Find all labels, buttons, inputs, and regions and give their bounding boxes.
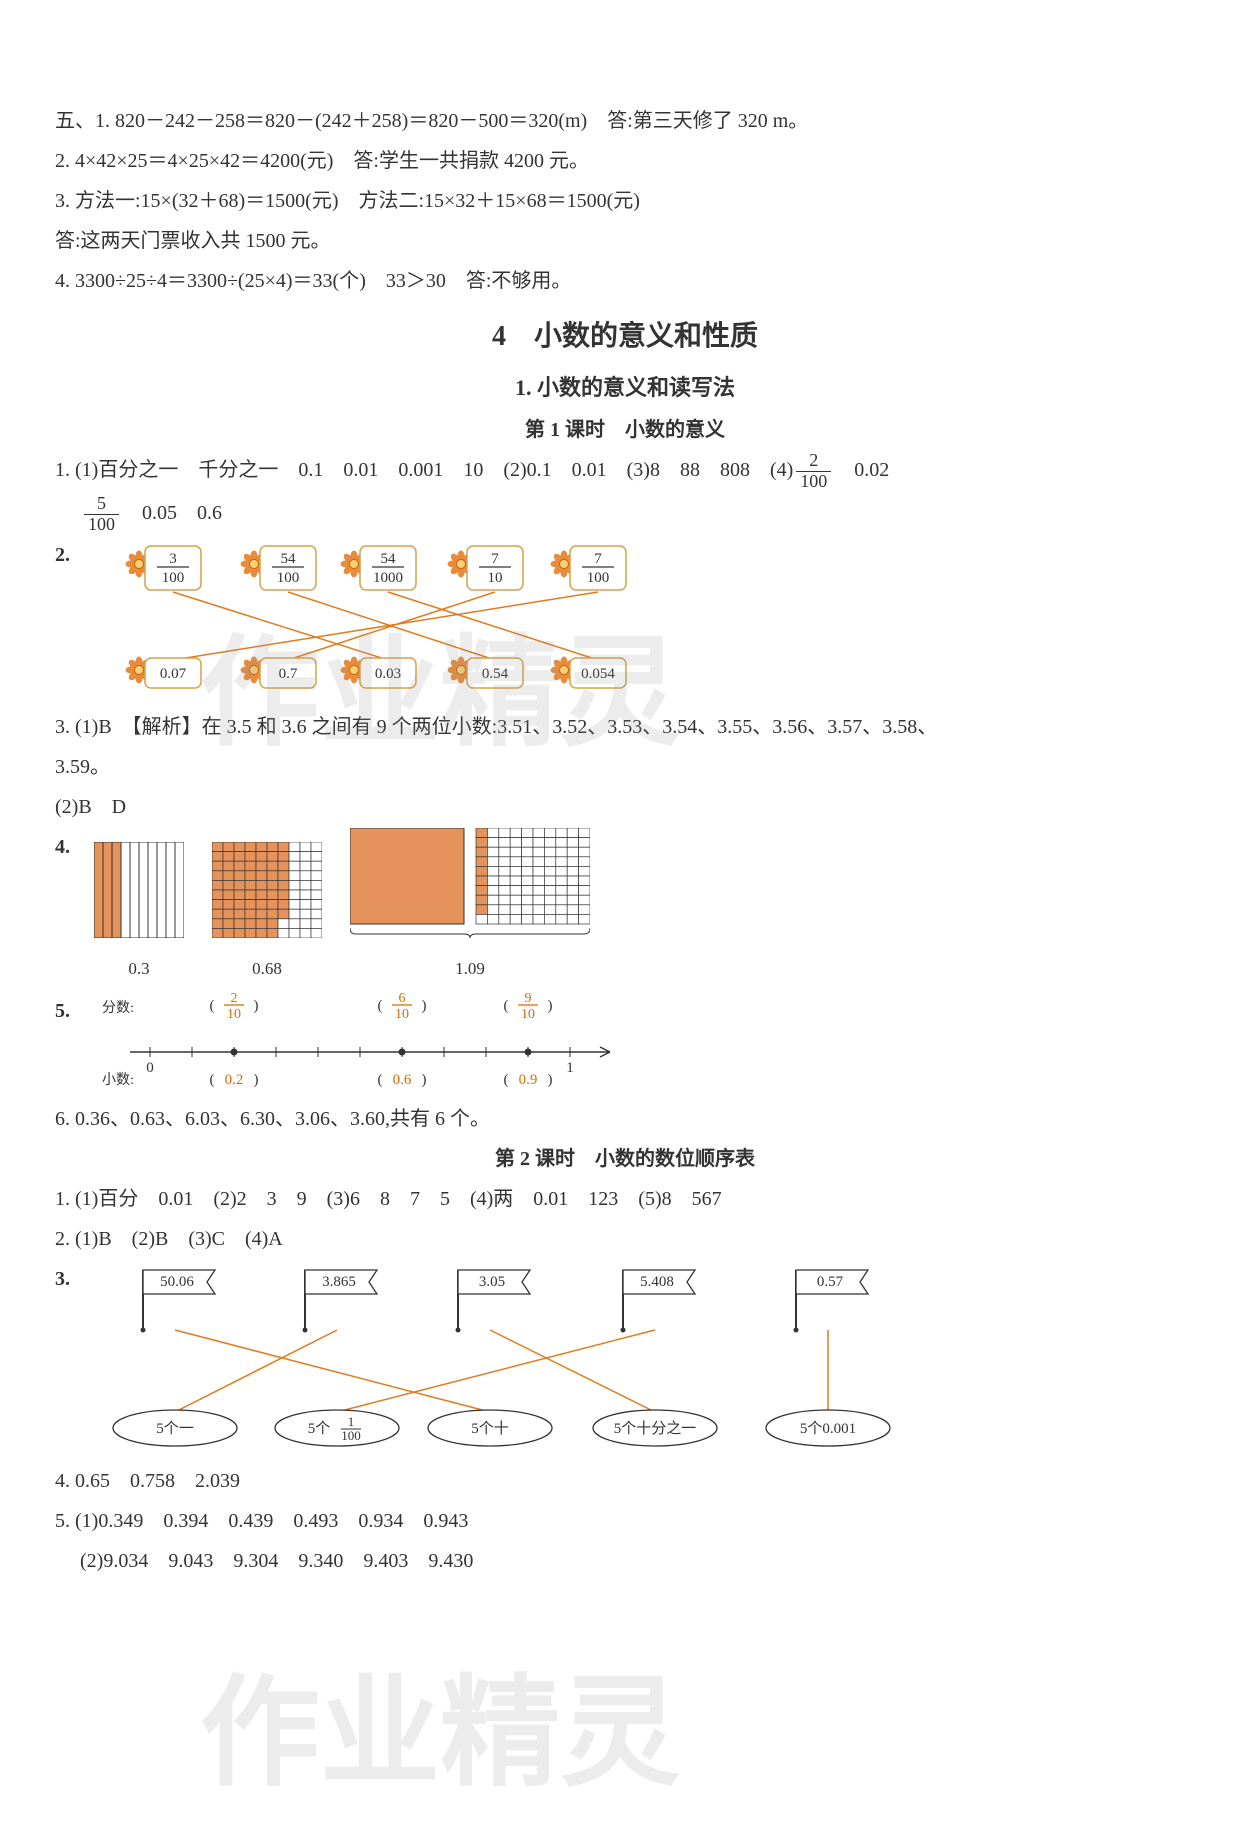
lesson2-title: 第 2 课时 小数的数位顺序表 [55, 1140, 1195, 1178]
q1-frac1: 2100 [796, 451, 831, 492]
svg-text:1: 1 [566, 1060, 574, 1076]
l2-q3-container: 3. 50.06 3.865 3.05 5.408 0.57 5个一 5个 1100 5个十 5个… [55, 1260, 1195, 1460]
svg-text:10: 10 [488, 570, 503, 586]
svg-text:): ) [254, 998, 259, 1014]
svg-text:5个十: 5个十 [471, 1420, 509, 1437]
svg-text:5个十分之一: 5个十分之一 [614, 1420, 697, 1437]
svg-text:0.54: 0.54 [482, 666, 509, 682]
l2-q5b: (2)9.034 9.043 9.304 9.340 9.403 9.430 [55, 1542, 1195, 1580]
sec5-line3b: 答:这两天门票收入共 1500 元。 [55, 222, 1195, 260]
q5-label: 5. [55, 992, 70, 1030]
q1-line2: 5100 0.05 0.6 [55, 494, 1195, 535]
q1-frac2: 5100 [84, 494, 119, 535]
svg-text:100: 100 [341, 1428, 361, 1443]
svg-text:7: 7 [594, 551, 602, 567]
svg-text:0.57: 0.57 [817, 1274, 844, 1290]
svg-text:): ) [422, 1072, 427, 1088]
section4-subtitle: 1. 小数的意义和读写法 [55, 367, 1195, 409]
svg-text:3.865: 3.865 [322, 1274, 356, 1290]
svg-text:5.408: 5.408 [640, 1274, 674, 1290]
svg-text:3.05: 3.05 [479, 1274, 505, 1290]
q3-line1: 3. (1)B 【解析】在 3.5 和 3.6 之间有 9 个两位小数:3.51… [55, 708, 1195, 746]
svg-text:0.9: 0.9 [519, 1072, 538, 1088]
svg-text:(: ( [504, 1072, 509, 1088]
q4-container: 4. 0.30.681.09 [55, 828, 1195, 985]
svg-text:1000: 1000 [373, 570, 403, 586]
svg-text:0.7: 0.7 [279, 666, 298, 682]
svg-text:10: 10 [227, 1007, 241, 1022]
svg-text:100: 100 [277, 570, 300, 586]
svg-text:0.054: 0.054 [581, 666, 615, 682]
svg-text:0.03: 0.03 [375, 666, 401, 682]
svg-text:100: 100 [587, 570, 610, 586]
svg-text:54: 54 [381, 551, 397, 567]
svg-text:(: ( [378, 1072, 383, 1088]
q6-line: 6. 0.36、0.63、6.03、6.30、3.06、3.60,共有 6 个。 [55, 1100, 1195, 1138]
sec5-line3a: 3. 方法一:15×(32＋68)＝1500(元) 方法二:15×32＋15×6… [55, 182, 1195, 220]
q5-container: 5. 分数:小数:01(210)(0.2)(610)(0.6)(910)(0.9… [55, 988, 1195, 1098]
q1-after1: 0.02 [834, 459, 889, 481]
svg-text:小数:: 小数: [102, 1072, 134, 1088]
sec5-line1: 五、1. 820－242－258＝820－(242＋258)＝820－500＝3… [55, 102, 1195, 140]
section4-title: 4 小数的意义和性质 [55, 310, 1195, 363]
q1-prefix: 1. (1)百分之一 千分之一 0.1 0.01 0.001 10 (2)0.1… [55, 459, 793, 481]
svg-text:50.06: 50.06 [160, 1274, 194, 1290]
svg-text:2: 2 [231, 991, 238, 1006]
svg-text:5个一: 5个一 [156, 1420, 194, 1437]
l2-q5a: 5. (1)0.349 0.394 0.439 0.493 0.934 0.94… [55, 1502, 1195, 1540]
l2-q3-label: 3. [55, 1260, 70, 1298]
svg-text:(: ( [504, 998, 509, 1014]
svg-text:(: ( [210, 1072, 215, 1088]
q4-label: 4. [55, 828, 70, 866]
l2-q2: 2. (1)B (2)B (3)C (4)A [55, 1220, 1195, 1258]
svg-text:0: 0 [146, 1060, 154, 1076]
q1-line1: 1. (1)百分之一 千分之一 0.1 0.01 0.001 10 (2)0.1… [55, 451, 1195, 492]
svg-text:): ) [254, 1072, 259, 1088]
sec5-line4: 4. 3300÷25÷4＝3300÷(25×4)＝33(个) 33＞30 答:不… [55, 262, 1195, 300]
svg-text:100: 100 [162, 570, 185, 586]
svg-text:6: 6 [399, 991, 406, 1006]
q2-diagram: 31005410054100071071000.070.70.030.540.0… [75, 544, 695, 566]
l2-q1: 1. (1)百分 0.01 (2)2 3 9 (3)6 8 7 5 (4)两 0… [55, 1180, 1195, 1218]
q3-line2: 3.59。 [55, 748, 1195, 786]
svg-text:): ) [422, 998, 427, 1014]
svg-text:7: 7 [491, 551, 499, 567]
svg-text:): ) [548, 1072, 553, 1088]
svg-text:(: ( [378, 998, 383, 1014]
sec5-line2: 2. 4×42×25＝4×25×42＝4200(元) 答:学生一共捐款 4200… [55, 142, 1195, 180]
svg-text:分数:: 分数: [102, 1000, 134, 1016]
svg-text:(: ( [210, 998, 215, 1014]
q2-label: 2. [55, 544, 70, 566]
svg-text:9: 9 [525, 991, 532, 1006]
svg-text:0.6: 0.6 [393, 1072, 412, 1088]
q3-line3: (2)B D [55, 788, 1195, 826]
svg-text:): ) [548, 998, 553, 1014]
svg-text:5个: 5个 [308, 1420, 331, 1437]
svg-text:10: 10 [395, 1007, 409, 1022]
l2-q4: 4. 0.65 0.758 2.039 [55, 1462, 1195, 1500]
svg-text:5个0.001: 5个0.001 [800, 1420, 856, 1437]
svg-text:54: 54 [281, 551, 297, 567]
q2-container: 2. 31005410054100071071000.070.70.030.54… [55, 536, 1195, 706]
svg-text:1: 1 [348, 1414, 355, 1429]
q1-rest: 0.05 0.6 [122, 502, 222, 524]
svg-text:0.07: 0.07 [160, 666, 187, 682]
svg-text:3: 3 [169, 551, 177, 567]
lesson1-title: 第 1 课时 小数的意义 [55, 411, 1195, 449]
svg-text:0.2: 0.2 [225, 1072, 244, 1088]
svg-text:10: 10 [521, 1007, 535, 1022]
